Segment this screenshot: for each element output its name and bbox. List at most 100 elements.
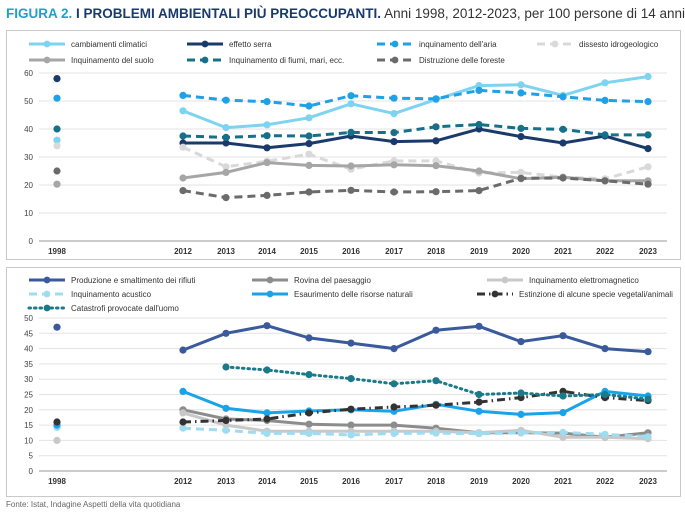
data-point [517,338,525,346]
chart-panel-top: 0 10 20 30 40 50 60 1998 2012 2013 2014 2015 2016 201… [6,30,681,260]
x-tick-label: 2019 [470,247,488,256]
y-tick-label: 40 [24,345,33,354]
data-point [432,162,440,170]
data-point [222,96,230,104]
data-point [475,407,483,415]
legend-item: Inquinamento di fiumi, mari, ecc. [187,56,344,65]
data-point [432,377,440,385]
data-point [517,410,525,418]
data-point [390,403,398,411]
legend-label: Distruzione delle foreste [419,56,505,65]
x-tick-label: 2015 [300,477,318,486]
legend-marker [43,304,51,312]
data-point [475,430,483,438]
y-tick-label: 0 [29,467,34,476]
data-point [390,138,398,146]
data-point [179,387,187,395]
chart-top-svg: 0 10 20 30 40 50 60 1998 2012 2013 2014 2015 2016 201… [24,40,667,256]
data-point [517,429,525,437]
series-line [182,324,649,354]
legend-marker [43,56,51,64]
legend-item: cambiamenti climatici [29,40,147,49]
data-point [601,390,609,399]
x-tick-label: 2016 [342,477,360,486]
data-point [179,107,187,115]
series-0 [53,73,652,144]
legend-marker [201,56,209,64]
figure-main-title: I PROBLEMI AMBIENTALI PIÙ PREOCCUPANTI. [76,6,382,21]
source-note: Fonte: Istat, Indagine Aspetti della vit… [6,500,181,509]
data-point [222,133,230,141]
legend-item: Produzione e smaltimento dei rifiuti [29,276,196,285]
data-point [432,137,440,145]
data-point [263,429,271,437]
legend-label: Catastrofi provocate dall'uomo [71,304,179,313]
data-point [559,428,567,436]
data-point [644,73,652,81]
data-point [644,180,652,188]
data-point [53,436,61,444]
x-tick-label: 2020 [512,477,530,486]
legend-marker [43,276,51,284]
legend-label: Estinzione di alcune specie vegetali/ani… [519,290,673,299]
data-point [390,345,398,353]
data-point [475,120,483,129]
data-point [475,398,483,406]
legend-label: effetto serra [229,40,272,49]
data-point [222,139,230,147]
series-5 [53,120,652,141]
y-tick-label: 40 [24,125,33,134]
data-point [222,168,230,176]
series-0 [53,322,652,356]
legend-label: cambiamenti climatici [71,40,147,49]
data-point [517,81,525,89]
data-point [179,187,187,195]
legend-item: Inquinamento del suolo [29,56,154,65]
data-point [644,145,652,153]
legend-item: Esaurimento delle risorse naturali [252,290,413,299]
data-point [222,329,230,337]
data-point [179,91,187,99]
legend-item: Rovina del paesaggio [252,276,371,285]
data-point [475,167,483,175]
y-tick-label: 5 [29,452,34,461]
figure-label: FIGURA 2. [6,6,73,21]
data-point [53,75,61,83]
data-point [179,424,187,432]
legend-item: Catastrofi provocate dall'uomo [27,304,179,313]
series-line [182,88,649,108]
legend-item: Inquinamento elettromagnetico [487,276,639,285]
data-point [305,409,313,417]
data-point [222,163,230,171]
data-point [390,188,398,196]
data-point [263,144,271,152]
y-tick-label: 0 [29,237,34,246]
legend-marker [43,290,51,298]
data-point [347,162,355,170]
series-line [182,75,649,130]
x-tick-label: 2012 [174,477,192,486]
data-point [179,409,187,417]
legend-item: Distruzione delle foreste [377,56,505,65]
data-point [305,114,313,122]
y-tick-label: 20 [24,181,33,190]
chart-bottom-svg: 0 5 10 15 20 25 30 35 40 45 50 1998 2012 2013 2014 2015… [24,276,673,486]
data-point [263,366,271,374]
data-point [559,409,567,417]
data-point [601,177,609,185]
data-point [390,110,398,118]
y-tick-label: 30 [24,153,33,162]
data-point [305,140,313,148]
y-tick-label: 50 [24,97,33,106]
data-point [305,420,313,428]
data-point [432,429,440,437]
legend-label: dissesto idrogeologico [579,40,659,49]
y-tick-label: 50 [24,314,33,323]
legend-item: dissesto idrogeologico [537,40,659,49]
data-point [559,125,567,133]
data-point [305,161,313,169]
legend-marker [491,290,499,298]
data-point [432,326,440,334]
legend-label: Esaurimento delle risorse naturali [294,290,413,299]
series-5 [53,387,652,426]
